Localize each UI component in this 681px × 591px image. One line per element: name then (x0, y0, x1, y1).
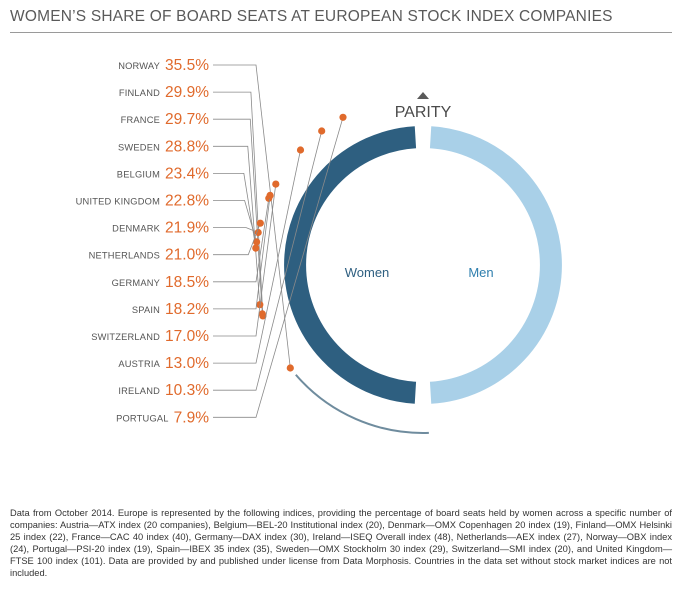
country-label: SWEDEN (118, 142, 160, 152)
leader-line (213, 145, 261, 305)
value-label: 18.2% (165, 301, 209, 318)
country-label: GERMANY (112, 278, 160, 288)
country-label: FINLAND (119, 88, 160, 98)
men-label: Men (468, 265, 493, 280)
footnote: Data from October 2014. Europe is repres… (10, 508, 672, 578)
value-label: 17.0% (165, 328, 209, 345)
country-label: SWITZERLAND (91, 332, 160, 342)
leader-line (213, 149, 301, 364)
value-label: 28.8% (165, 138, 209, 155)
value-label: 23.4% (165, 165, 209, 182)
leader-line (213, 117, 344, 418)
value-dot (272, 180, 280, 188)
chart-title: WOMEN’S SHARE OF BOARD SEATS AT EUROPEAN… (10, 8, 613, 25)
value-label: 35.5% (165, 57, 209, 74)
country-label: AUSTRIA (118, 359, 160, 369)
value-label: 18.5% (165, 274, 209, 291)
value-label: 21.0% (165, 247, 209, 264)
country-label: NORWAY (118, 61, 160, 71)
country-label: UNITED KINGDOM (76, 197, 160, 207)
leader-line (213, 198, 270, 283)
country-label: NETHERLANDS (89, 251, 160, 261)
value-label: 29.9% (165, 84, 209, 101)
country-label: BELGIUM (117, 169, 160, 179)
leader-line (213, 227, 259, 233)
value-dot (339, 113, 347, 121)
value-dot (252, 244, 260, 252)
value-dot (256, 219, 264, 227)
women-label: Women (345, 265, 390, 280)
value-label: 13.0% (165, 355, 209, 372)
leader-line (213, 184, 277, 337)
leader-line (213, 200, 257, 243)
value-dot (266, 191, 274, 199)
women-half-ring (284, 126, 417, 404)
men-half-ring (429, 126, 562, 404)
chart: 35.5% NORWAY 29.9% FINLAND 29.7% FRANCE 28.8% S… (76, 57, 562, 434)
value-label: 7.9% (174, 409, 210, 426)
value-label: 29.7% (165, 111, 209, 128)
title-rule (10, 32, 672, 33)
parity-label: PARITY (395, 104, 452, 121)
leader-line (213, 130, 323, 391)
leader-line (213, 64, 291, 369)
country-label: DENMARK (112, 224, 160, 234)
country-label: IRELAND (118, 386, 160, 396)
country-label: FRANCE (121, 115, 160, 125)
value-dot (258, 310, 266, 318)
leader-line (213, 223, 261, 256)
country-label: SPAIN (132, 305, 160, 315)
country-label: PORTUGAL (116, 413, 169, 423)
value-label: 21.9% (165, 220, 209, 237)
value-label: 22.8% (165, 193, 209, 210)
value-label: 10.3% (165, 382, 209, 399)
value-dot (253, 238, 261, 246)
value-dot (318, 127, 326, 135)
value-dot (286, 364, 294, 372)
value-dot (296, 146, 305, 154)
parity-arrow-icon (417, 92, 429, 99)
value-scale-arc (295, 374, 429, 434)
leader-line (213, 118, 263, 314)
leader-line (213, 195, 271, 310)
leader-line (213, 172, 257, 249)
